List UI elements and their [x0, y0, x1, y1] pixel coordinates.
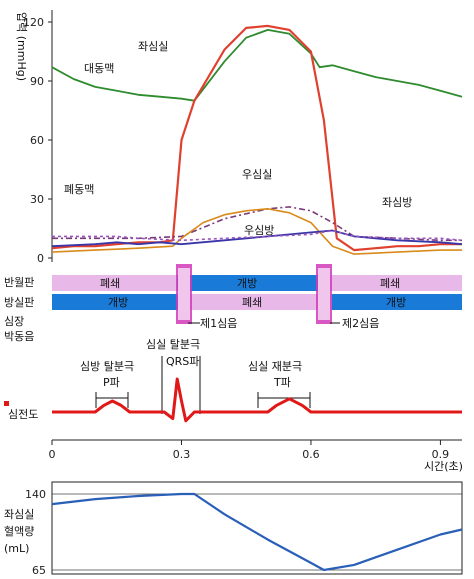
- label-lv: 좌심실: [138, 40, 168, 53]
- av-valve-row: 방실판 개방 폐쇄 개방: [4, 294, 462, 310]
- semilunar-valve-row: 반월판 폐쇄 개방 폐쇄: [4, 275, 462, 291]
- semilunar-closed-text-2: 폐쇄: [380, 277, 400, 290]
- av-closed-text: 폐쇄: [242, 296, 262, 309]
- ventricular-repol-label: 심실 재분극: [248, 360, 302, 373]
- ecg-marker: [4, 401, 9, 406]
- pressure-line-aorta: [51, 29, 463, 102]
- label-la: 좌심방: [382, 196, 412, 209]
- pressure-tick-label-120: 120: [23, 16, 44, 29]
- s2-marker-inner: [318, 268, 330, 320]
- volume-panel-frame: [51, 481, 463, 575]
- pressure-line-lv: [51, 24, 462, 252]
- s1-marker-inner: [178, 268, 190, 320]
- av-open-bar-2: [332, 294, 462, 310]
- s2-label: 제2심음: [342, 317, 379, 330]
- heart-sound-label-2: 박동음: [4, 330, 34, 343]
- av-open-text-1: 개방: [108, 296, 128, 309]
- heart-sound-label-1: 심장: [4, 315, 24, 328]
- s1-label: 제1심음: [200, 317, 237, 330]
- pressure-line-rv: [51, 208, 462, 255]
- p-wave-label: P파: [103, 376, 120, 389]
- volume-label-1: 좌심실: [4, 508, 34, 521]
- label-pulm-artery: 폐동맥: [64, 183, 94, 196]
- ecg-trace: [52, 377, 462, 423]
- pressure-tick-label-60: 60: [30, 134, 44, 147]
- semilunar-closed-bar-1: [52, 275, 177, 291]
- semilunar-closed-bar-2: [320, 275, 462, 291]
- semilunar-valve-label: 반월판: [4, 276, 34, 289]
- time-tick-label-0.6: 0.6: [302, 448, 320, 461]
- time-axis-label: 시간(초): [424, 460, 463, 473]
- pressure-tick-label-30: 30: [30, 193, 44, 206]
- volume-tick-label-65: 65: [32, 564, 46, 577]
- av-closed-bar: [180, 294, 332, 310]
- time-tick-label-0.9: 0.9: [432, 448, 450, 461]
- atrial-depol-label: 심방 탈분극: [80, 360, 134, 373]
- volume-tick-label-140: 140: [25, 488, 46, 501]
- av-open-bar-1: [52, 294, 180, 310]
- heart-sound-markers: [176, 264, 332, 324]
- semilunar-closed-text-1: 폐쇄: [100, 277, 120, 290]
- av-valve-label: 방실판: [4, 296, 34, 309]
- label-aorta: 대동맥: [84, 62, 114, 75]
- label-ra: 우심방: [244, 224, 274, 237]
- semilunar-open-text: 개방: [237, 277, 257, 290]
- time-tick-label-0.3: 0.3: [173, 448, 191, 461]
- semilunar-open-bar: [177, 275, 320, 291]
- pressure-axis-label: 압력 (mmHg): [15, 12, 28, 81]
- av-open-text-2: 개방: [386, 296, 406, 309]
- volume-label-3: (mL): [4, 542, 29, 555]
- qrs-label: QRS파: [166, 355, 199, 368]
- pressure-line-ra: [52, 229, 463, 242]
- label-rv: 우심실: [242, 168, 272, 181]
- pressure-tick-label-90: 90: [30, 75, 44, 88]
- t-wave-label: T파: [273, 376, 291, 389]
- ventricular-depol-label: 심실 탈분극: [146, 338, 200, 351]
- pressure-tick-label-0: 0: [37, 252, 44, 265]
- volume-line: [51, 492, 463, 572]
- volume-label-2: 혈액량: [4, 524, 34, 538]
- time-tick-label-0: 0: [49, 448, 56, 461]
- ecg-label: 심전도: [8, 408, 38, 421]
- pressure-line-la: [51, 229, 463, 248]
